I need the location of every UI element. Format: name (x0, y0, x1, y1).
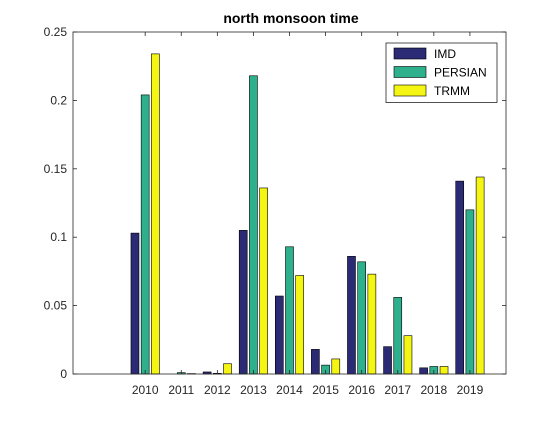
y-tick-label: 0.05 (44, 299, 68, 313)
x-tick-label: 2016 (348, 383, 375, 397)
bar-trmm-2013 (260, 188, 268, 374)
bar-imd-2014 (275, 296, 283, 374)
bar-persian-2016 (358, 262, 366, 374)
bar-persian-2010 (141, 95, 149, 374)
chart-title: north monsoon time (223, 10, 359, 26)
legend-label-persian: PERSIAN (434, 66, 487, 80)
bar-persian-2013 (249, 76, 257, 374)
bar-imd-2015 (311, 349, 319, 374)
y-tick-label: 0.25 (44, 25, 68, 39)
bar-persian-2014 (286, 247, 294, 374)
y-tick-label: 0 (60, 367, 67, 381)
bar-imd-2019 (456, 181, 464, 374)
y-tick-label: 0.15 (44, 162, 68, 176)
bar-persian-2017 (394, 297, 402, 374)
legend-label-trmm: TRMM (434, 84, 470, 98)
bar-trmm-2018 (440, 366, 448, 374)
x-tick-label: 2017 (384, 383, 411, 397)
bar-imd-2018 (420, 368, 428, 374)
y-tick-label: 0.1 (50, 230, 67, 244)
bar-trmm-2015 (332, 359, 340, 374)
bar-imd-2010 (131, 233, 139, 374)
x-tick-label: 2010 (132, 383, 159, 397)
legend-swatch-persian (394, 67, 426, 78)
bar-trmm-2017 (404, 336, 412, 374)
x-tick-label: 2012 (204, 383, 231, 397)
bar-imd-2013 (239, 230, 247, 374)
bar-persian-2019 (466, 210, 474, 374)
y-tick-label: 0.2 (50, 93, 67, 107)
bar-trmm-2010 (151, 54, 159, 374)
bar-trmm-2019 (476, 177, 484, 374)
bar-imd-2017 (384, 347, 392, 374)
legend: IMD PERSIAN TRMM (386, 43, 497, 103)
legend-swatch-trmm (394, 85, 426, 96)
bar-trmm-2016 (368, 274, 376, 374)
x-tick-label: 2019 (457, 383, 484, 397)
x-tick-label: 2014 (276, 383, 303, 397)
bar-trmm-2012 (224, 364, 232, 374)
bar-imd-2016 (347, 256, 355, 374)
legend-swatch-imd (394, 48, 426, 59)
x-tick-label: 2013 (240, 383, 267, 397)
x-tick-label: 2018 (420, 383, 447, 397)
bar-trmm-2014 (296, 276, 304, 375)
x-tick-label: 2015 (312, 383, 339, 397)
x-tick-label: 2011 (168, 383, 194, 397)
legend-label-imd: IMD (434, 47, 456, 61)
